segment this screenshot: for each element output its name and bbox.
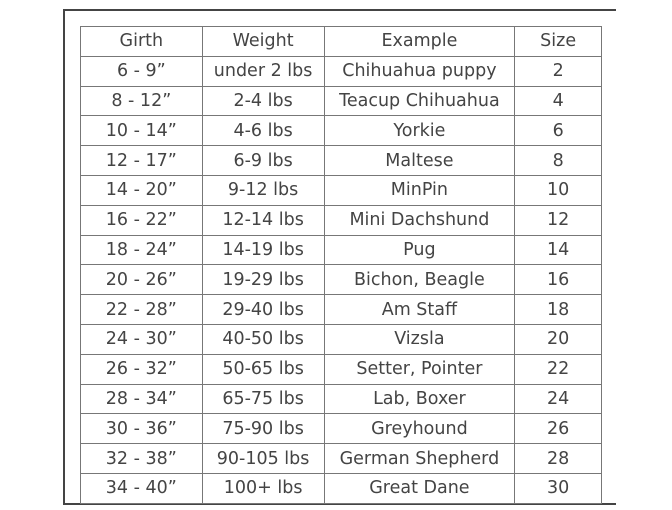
example-cell: Vizsla [323, 323, 516, 355]
size-chart-table: Girth Weight Example Size 6 - 9” under 2 … [80, 26, 602, 504]
girth-cell: 20 - 26” [80, 264, 203, 296]
header-girth: Girth [80, 26, 203, 57]
girth-cell: 22 - 28” [80, 294, 203, 325]
example-cell: Mini Dachshund [323, 204, 516, 236]
girth-cell: 10 - 14” [80, 115, 203, 147]
table-row: 14 - 20” 9-12 lbs MinPin 10 [80, 174, 602, 206]
girth-cell: 32 - 38” [80, 443, 203, 474]
weight-cell: 50-65 lbs [201, 353, 325, 385]
table-row: 12 - 17” 6-9 lbs Maltese 8 [80, 145, 602, 176]
girth-cell: 24 - 30” [80, 323, 203, 355]
example-cell: Am Staff [323, 294, 516, 325]
girth-cell: 16 - 22” [80, 204, 203, 236]
header-row: Girth Weight Example Size [80, 26, 602, 57]
table-row: 26 - 32” 50-65 lbs Setter, Pointer 22 [80, 353, 602, 385]
weight-cell: 6-9 lbs [201, 145, 325, 176]
weight-cell: 100+ lbs [201, 472, 325, 504]
girth-cell: 14 - 20” [80, 174, 203, 206]
girth-cell: 28 - 34” [80, 383, 203, 415]
table-row: 24 - 30” 40-50 lbs Vizsla 20 [80, 323, 602, 355]
example-cell: Teacup Chihuahua [323, 85, 516, 117]
weight-cell: 40-50 lbs [201, 323, 325, 355]
header-weight: Weight [201, 26, 325, 57]
size-cell: 8 [514, 145, 602, 176]
size-cell: 20 [514, 323, 602, 355]
table-row: 16 - 22” 12-14 lbs Mini Dachshund 12 [80, 204, 602, 236]
table-row: 6 - 9” under 2 lbs Chihuahua puppy 2 [80, 55, 602, 87]
header-size: Size [514, 26, 602, 57]
size-cell: 6 [514, 115, 602, 147]
table-row: 10 - 14” 4-6 lbs Yorkie 6 [80, 115, 602, 147]
example-cell: Lab, Boxer [323, 383, 516, 415]
table-row: 34 - 40” 100+ lbs Great Dane 30 [80, 472, 602, 504]
table-row: 18 - 24” 14-19 lbs Pug 14 [80, 234, 602, 266]
girth-cell: 6 - 9” [80, 55, 203, 87]
table-row: 8 - 12” 2-4 lbs Teacup Chihuahua 4 [80, 85, 602, 117]
example-cell: Greyhound [323, 413, 516, 445]
weight-cell: 19-29 lbs [201, 264, 325, 296]
size-cell: 18 [514, 294, 602, 325]
weight-cell: 9-12 lbs [201, 174, 325, 206]
example-cell: Maltese [323, 145, 516, 176]
table-row: 28 - 34” 65-75 lbs Lab, Boxer 24 [80, 383, 602, 415]
header-example: Example [323, 26, 516, 57]
weight-cell: under 2 lbs [201, 55, 325, 87]
size-cell: 14 [514, 234, 602, 266]
example-cell: Setter, Pointer [323, 353, 516, 385]
weight-cell: 12-14 lbs [201, 204, 325, 236]
size-cell: 30 [514, 472, 602, 504]
example-cell: MinPin [323, 174, 516, 206]
girth-cell: 8 - 12” [80, 85, 203, 117]
weight-cell: 65-75 lbs [201, 383, 325, 415]
table-row: 32 - 38” 90-105 lbs German Shepherd 28 [80, 443, 602, 474]
size-cell: 28 [514, 443, 602, 474]
example-cell: German Shepherd [323, 443, 516, 474]
weight-cell: 2-4 lbs [201, 85, 325, 117]
weight-cell: 90-105 lbs [201, 443, 325, 474]
example-cell: Bichon, Beagle [323, 264, 516, 296]
weight-cell: 75-90 lbs [201, 413, 325, 445]
girth-cell: 18 - 24” [80, 234, 203, 266]
weight-cell: 14-19 lbs [201, 234, 325, 266]
table-row: 20 - 26” 19-29 lbs Bichon, Beagle 16 [80, 264, 602, 296]
table-row: 30 - 36” 75-90 lbs Greyhound 26 [80, 413, 602, 445]
size-cell: 12 [514, 204, 602, 236]
example-cell: Pug [323, 234, 516, 266]
girth-cell: 26 - 32” [80, 353, 203, 385]
size-cell: 10 [514, 174, 602, 206]
size-cell: 26 [514, 413, 602, 445]
size-cell: 4 [514, 85, 602, 117]
weight-cell: 4-6 lbs [201, 115, 325, 147]
girth-cell: 12 - 17” [80, 145, 203, 176]
girth-cell: 34 - 40” [80, 472, 203, 504]
size-cell: 16 [514, 264, 602, 296]
weight-cell: 29-40 lbs [201, 294, 325, 325]
example-cell: Chihuahua puppy [323, 55, 516, 87]
table-row: 22 - 28” 29-40 lbs Am Staff 18 [80, 294, 602, 325]
girth-cell: 30 - 36” [80, 413, 203, 445]
size-cell: 2 [514, 55, 602, 87]
example-cell: Great Dane [323, 472, 516, 504]
image-frame [63, 9, 616, 505]
size-cell: 24 [514, 383, 602, 415]
example-cell: Yorkie [323, 115, 516, 147]
size-cell: 22 [514, 353, 602, 385]
